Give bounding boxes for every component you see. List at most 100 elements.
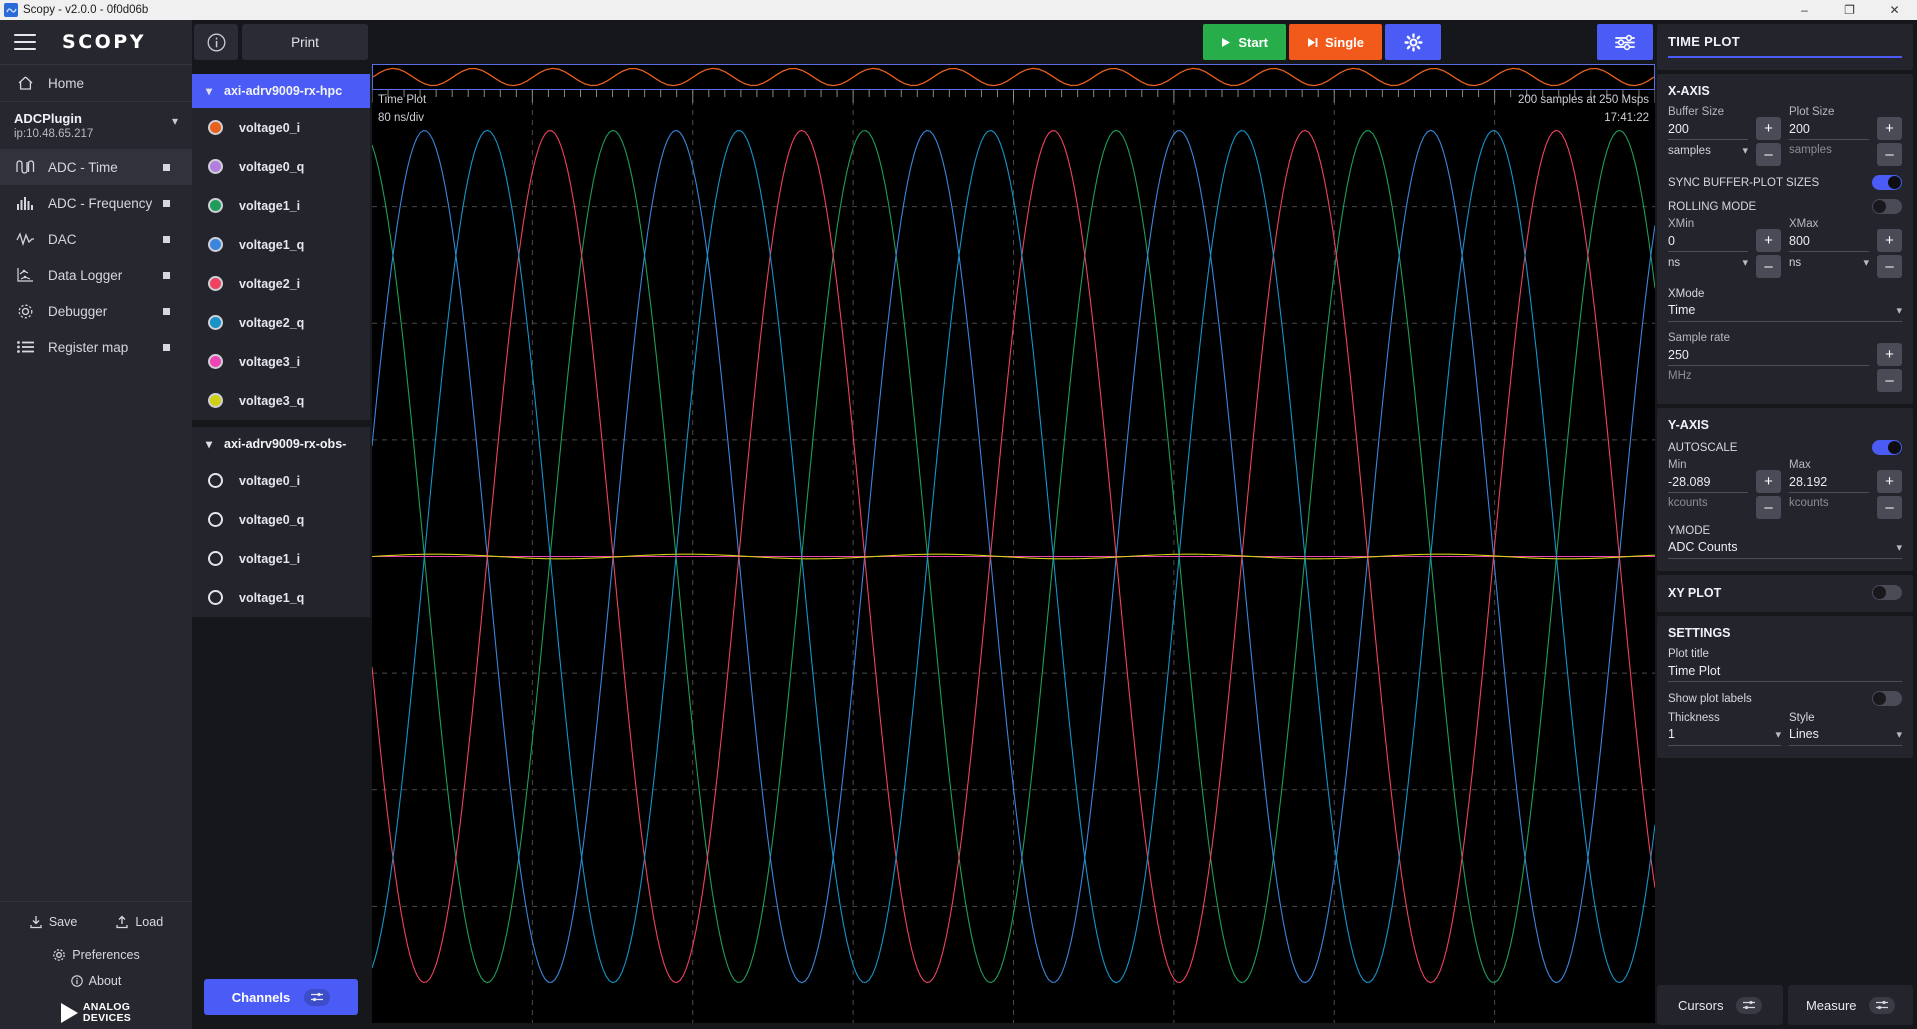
about-button[interactable]: About — [0, 968, 192, 994]
xmax-label: XMax — [1789, 218, 1819, 230]
xmin-minus[interactable]: – — [1756, 255, 1781, 278]
xmode-label: XMode — [1668, 288, 1705, 300]
sample-rate-input[interactable]: 250 — [1668, 345, 1869, 366]
buffer-size-plus[interactable]: + — [1756, 117, 1781, 140]
load-button[interactable]: Load — [115, 909, 163, 935]
thickness-style-row: Thickness 1 ▾ Style Lines ▾ — [1668, 712, 1902, 746]
chevron-down-icon[interactable]: ▾ — [206, 84, 213, 98]
ymin-minus[interactable]: – — [1756, 496, 1781, 519]
channel-item[interactable]: voltage3_i — [192, 342, 370, 381]
xmax-plus[interactable]: + — [1877, 229, 1902, 252]
ymax-plus[interactable]: + — [1877, 470, 1902, 493]
buffer-size-minus[interactable]: – — [1756, 143, 1781, 166]
plot-overview-strip[interactable] — [372, 64, 1655, 90]
xyplot-toggle[interactable] — [1872, 585, 1902, 600]
plot-title-input[interactable]: Time Plot — [1668, 661, 1902, 682]
channel-item[interactable]: voltage1_i — [192, 539, 370, 578]
xmin-input[interactable]: 0 — [1668, 231, 1748, 252]
ymin-input[interactable]: -28.089 — [1668, 472, 1748, 493]
chevron-down-icon[interactable]: ▾ — [171, 114, 178, 128]
plot-size-input[interactable]: 200 — [1789, 119, 1869, 140]
sliders-icon[interactable] — [304, 988, 331, 1006]
channel-group-header[interactable]: ▾ axi-adrv9009-rx-obs- — [192, 427, 370, 461]
channel-item[interactable]: voltage0_q — [192, 500, 370, 539]
sample-rate-field: Sample rate 250 MHz — [1668, 332, 1869, 382]
channel-item[interactable]: voltage3_q — [192, 381, 370, 420]
xmode-value: Time — [1668, 303, 1696, 317]
style-select[interactable]: Lines ▾ — [1789, 725, 1902, 746]
single-label: Single — [1324, 34, 1364, 50]
cursors-sliders-icon[interactable] — [1735, 996, 1762, 1014]
channel-item[interactable]: voltage0_i — [192, 461, 370, 500]
ymax-field: Max 28.192 kcounts — [1789, 459, 1869, 509]
sidebar-item-debugger[interactable]: Debugger — [0, 293, 192, 329]
info-button[interactable] — [194, 24, 238, 60]
xmax-minus[interactable]: – — [1877, 255, 1902, 278]
channel-item[interactable]: voltage2_i — [192, 264, 370, 303]
ymin-plus[interactable]: + — [1756, 470, 1781, 493]
rolling-mode-toggle[interactable] — [1872, 199, 1902, 214]
sample-rate-minus[interactable]: – — [1877, 369, 1902, 392]
channel-color-dot — [208, 512, 223, 527]
channel-item[interactable]: voltage0_q — [192, 147, 370, 186]
xmin-plus[interactable]: + — [1756, 229, 1781, 252]
channel-item[interactable]: voltage1_q — [192, 225, 370, 264]
gear-icon — [1403, 32, 1423, 52]
channel-group-header[interactable]: ▾ axi-adrv9009-rx-hpc — [192, 74, 370, 108]
adi-triangle-icon — [60, 1002, 78, 1023]
plot-size-plus[interactable]: + — [1877, 117, 1902, 140]
sidebar-item-adc-frequency[interactable]: ADC - Frequency — [0, 185, 192, 221]
preferences-button[interactable]: Preferences — [0, 942, 192, 968]
plot-size-minus[interactable]: – — [1877, 143, 1902, 166]
thickness-select[interactable]: 1 ▾ — [1668, 725, 1781, 746]
plugin-header[interactable]: ADCPlugin ip:10.48.65.217 ▾ — [0, 102, 192, 149]
ymode-select[interactable]: ADC Counts ▾ — [1668, 538, 1902, 559]
nav-divider — [0, 64, 192, 65]
buffer-size-input[interactable]: 200 — [1668, 119, 1748, 140]
channel-label: voltage1_q — [239, 237, 305, 252]
chevron-down-icon[interactable]: ▾ — [206, 437, 213, 451]
xmax-unit-select[interactable]: ns ▾ — [1789, 252, 1869, 270]
sidebar-item-data-logger[interactable]: Data Logger — [0, 257, 192, 293]
xmax-input[interactable]: 800 — [1789, 231, 1869, 252]
xmin-unit-select[interactable]: ns ▾ — [1668, 252, 1748, 270]
save-button[interactable]: Save — [29, 909, 77, 935]
print-button[interactable]: Print — [242, 24, 368, 60]
maximize-button[interactable]: ❐ — [1844, 3, 1855, 17]
ymax-label: Max — [1789, 459, 1811, 471]
single-button[interactable]: Single — [1288, 24, 1382, 60]
sidebar-item-adc-time[interactable]: ADC - Time — [0, 149, 192, 185]
channels-toggle-button[interactable]: Channels — [204, 979, 358, 1015]
xmax-field: XMax 800 ns ▾ — [1789, 218, 1869, 269]
cursors-button[interactable]: Cursors — [1657, 985, 1783, 1025]
channel-item[interactable]: voltage1_q — [192, 578, 370, 617]
start-button[interactable]: Start — [1203, 24, 1286, 60]
ymode-label: YMODE — [1668, 525, 1711, 537]
sync-sizes-toggle[interactable] — [1872, 175, 1902, 190]
channel-item[interactable]: voltage0_i — [192, 108, 370, 147]
sample-rate-plus[interactable]: + — [1877, 343, 1902, 366]
plot-canvas[interactable]: Time Plot 80 ns/div 200 samples at 250 M… — [372, 90, 1655, 1023]
right-panel-toggle[interactable] — [1597, 24, 1653, 60]
show-labels-toggle[interactable] — [1872, 691, 1902, 706]
item-indicator — [163, 235, 170, 243]
close-button[interactable]: ✕ — [1889, 3, 1900, 17]
sidebar-item-home[interactable]: Home — [0, 65, 192, 101]
ymax-minus[interactable]: – — [1877, 496, 1902, 519]
autoscale-toggle[interactable] — [1872, 440, 1902, 455]
channel-color-dot — [208, 354, 223, 369]
channel-item[interactable]: voltage2_q — [192, 303, 370, 342]
xyplot-row: XY PLOT — [1668, 585, 1902, 600]
sync-sizes-label: SYNC BUFFER-PLOT SIZES — [1668, 176, 1820, 189]
buffer-size-unit-select[interactable]: samples ▾ — [1668, 140, 1748, 158]
xmode-select[interactable]: Time ▾ — [1668, 301, 1902, 322]
measure-sliders-icon[interactable] — [1868, 996, 1895, 1014]
sidebar-item-dac[interactable]: DAC — [0, 221, 192, 257]
sidebar-item-register-map[interactable]: Register map — [0, 329, 192, 365]
measure-button[interactable]: Measure — [1787, 985, 1913, 1025]
hamburger-icon[interactable] — [14, 34, 36, 50]
minimize-button[interactable]: – — [1801, 3, 1808, 17]
ymax-input[interactable]: 28.192 — [1789, 472, 1869, 493]
plot-settings-button[interactable] — [1385, 24, 1441, 60]
channel-item[interactable]: voltage1_i — [192, 186, 370, 225]
